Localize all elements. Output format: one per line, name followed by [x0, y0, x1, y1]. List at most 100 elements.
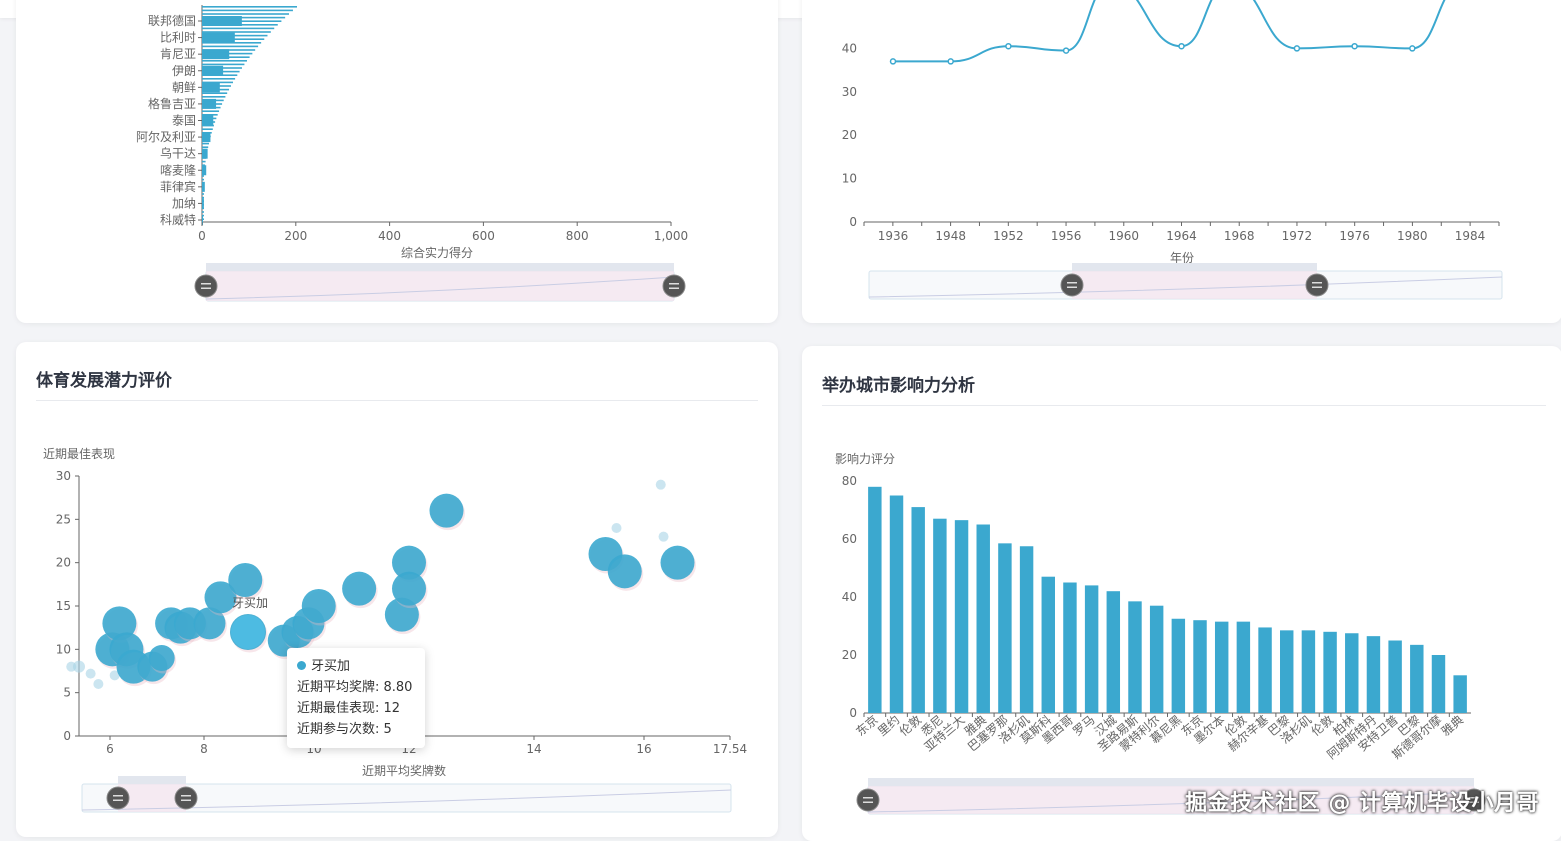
trend-zoom-handle-right[interactable] [1305, 273, 1329, 297]
trend-point [1005, 42, 1012, 50]
potential-zoom-handle-left[interactable] [106, 786, 130, 810]
strength-minor-bar [202, 110, 220, 112]
city-bar[interactable] [998, 543, 1012, 713]
potential-point[interactable] [204, 581, 237, 614]
city-bar[interactable] [889, 495, 904, 714]
potential-point-faded [658, 531, 669, 542]
city-bar[interactable] [1084, 585, 1099, 713]
city-zoom-handle-left[interactable] [856, 788, 880, 812]
trend-zoom-handle-left[interactable] [1060, 273, 1084, 297]
city-zoom-grip [1469, 797, 1479, 799]
potential-point[interactable] [392, 545, 426, 580]
trend-point [1351, 42, 1358, 50]
city-bar[interactable] [911, 507, 925, 713]
trend-zoom-window[interactable] [1072, 271, 1317, 299]
trend-point [1409, 45, 1416, 52]
city-bar[interactable] [1214, 621, 1229, 713]
trend-y-tick: 10 [842, 172, 857, 186]
strength-bar [202, 65, 224, 76]
strength-minor-bar [202, 49, 256, 51]
trend-point [947, 58, 954, 65]
strength-category-label: 乌干达 [160, 146, 196, 161]
strength-minor-bar [202, 67, 242, 69]
city-bar[interactable] [1280, 630, 1294, 713]
strength-minor-bar [202, 96, 226, 98]
strength-minor-bar [202, 211, 204, 213]
potential-y-tick: 20 [56, 556, 71, 570]
city-bar[interactable] [1171, 618, 1186, 713]
city-bar[interactable] [1431, 655, 1446, 713]
potential-point[interactable] [342, 571, 377, 606]
watermark: 掘金技术社区 @ 计算机毕设小月哥 [1185, 791, 1539, 816]
city-bar[interactable] [1258, 627, 1272, 713]
city-bar[interactable] [1323, 631, 1337, 713]
city-bar[interactable] [1019, 546, 1034, 713]
potential-point[interactable] [148, 645, 175, 671]
city-y-tick: 40 [842, 590, 857, 604]
city-bar[interactable] [976, 524, 990, 714]
potential-point[interactable] [228, 563, 263, 597]
city-card: 举办城市影响力分析 [802, 346, 1561, 841]
city-bar[interactable] [1388, 640, 1402, 714]
strength-zoom-handle-right[interactable] [662, 274, 686, 298]
city-bar[interactable] [1301, 630, 1316, 713]
strength-minor-bar [202, 200, 204, 202]
potential-point[interactable] [384, 597, 419, 632]
potential-point[interactable] [301, 589, 336, 623]
trend-y-tick: 0 [849, 215, 857, 229]
potential-point[interactable] [607, 554, 642, 589]
city-bar[interactable] [1453, 675, 1467, 713]
strength-x-tick: 1,000 [654, 229, 688, 243]
trend-x-tick: 1964 [1166, 229, 1197, 243]
city-bar[interactable] [1041, 576, 1055, 713]
city-bar[interactable] [1149, 605, 1164, 713]
potential-point-faded [85, 668, 96, 679]
city-bar[interactable] [1106, 591, 1121, 713]
trend-x-label: 年份 [1170, 251, 1194, 265]
city-bar[interactable] [1193, 620, 1207, 713]
potential-zoom-handle-right[interactable] [174, 786, 198, 810]
strength-zoom-handle-left[interactable] [194, 274, 218, 298]
trend-x-tick: 1984 [1455, 229, 1486, 243]
strength-zoom-grip [201, 287, 211, 289]
strength-minor-bar [202, 74, 238, 76]
city-x-tick: 雅典 [1438, 712, 1466, 739]
city-bar[interactable] [954, 520, 969, 713]
potential-y-tick: 15 [56, 599, 71, 613]
city-bar[interactable] [868, 486, 882, 713]
city-bar[interactable] [1366, 636, 1381, 713]
potential-point[interactable] [660, 545, 695, 580]
potential-y-label: 近期最佳表现 [43, 447, 115, 461]
potential-point[interactable] [429, 493, 464, 528]
strength-zoom-bar [206, 263, 674, 271]
potential-zoom-track [81, 783, 732, 813]
strength-minor-bar [202, 103, 223, 105]
potential-y-tick: 30 [56, 469, 71, 483]
strength-x-tick: 400 [378, 229, 401, 243]
strength-minor-bar [202, 6, 297, 8]
strength-minor-bar [202, 171, 205, 174]
city-bar[interactable] [1063, 582, 1077, 714]
potential-point[interactable] [392, 571, 426, 606]
city-bar[interactable] [1236, 621, 1251, 713]
city-zoom-handle-right[interactable] [1462, 788, 1486, 812]
tooltip-name: 牙买加 [311, 659, 351, 674]
city-bar[interactable] [1410, 644, 1424, 713]
city-bar[interactable] [1128, 601, 1142, 713]
potential-point-highlighted[interactable] [231, 615, 265, 649]
potential-zoom-grip [181, 795, 191, 797]
potential-point[interactable] [193, 607, 226, 640]
potential-point[interactable] [102, 606, 137, 641]
strength-minor-bar [202, 70, 240, 73]
city-bar[interactable] [1345, 633, 1359, 713]
trend-y-tick: 40 [842, 41, 857, 55]
strength-minor-bar [202, 207, 204, 210]
city-x-tick: 伦敦 [896, 712, 924, 739]
strength-minor-bar [202, 142, 209, 145]
strength-zoom-window[interactable] [206, 271, 674, 301]
city-title: 举办城市影响力分析 [822, 376, 975, 396]
potential-y-tick: 25 [56, 512, 71, 526]
strength-minor-bar [202, 214, 204, 217]
city-bar[interactable] [933, 518, 947, 713]
